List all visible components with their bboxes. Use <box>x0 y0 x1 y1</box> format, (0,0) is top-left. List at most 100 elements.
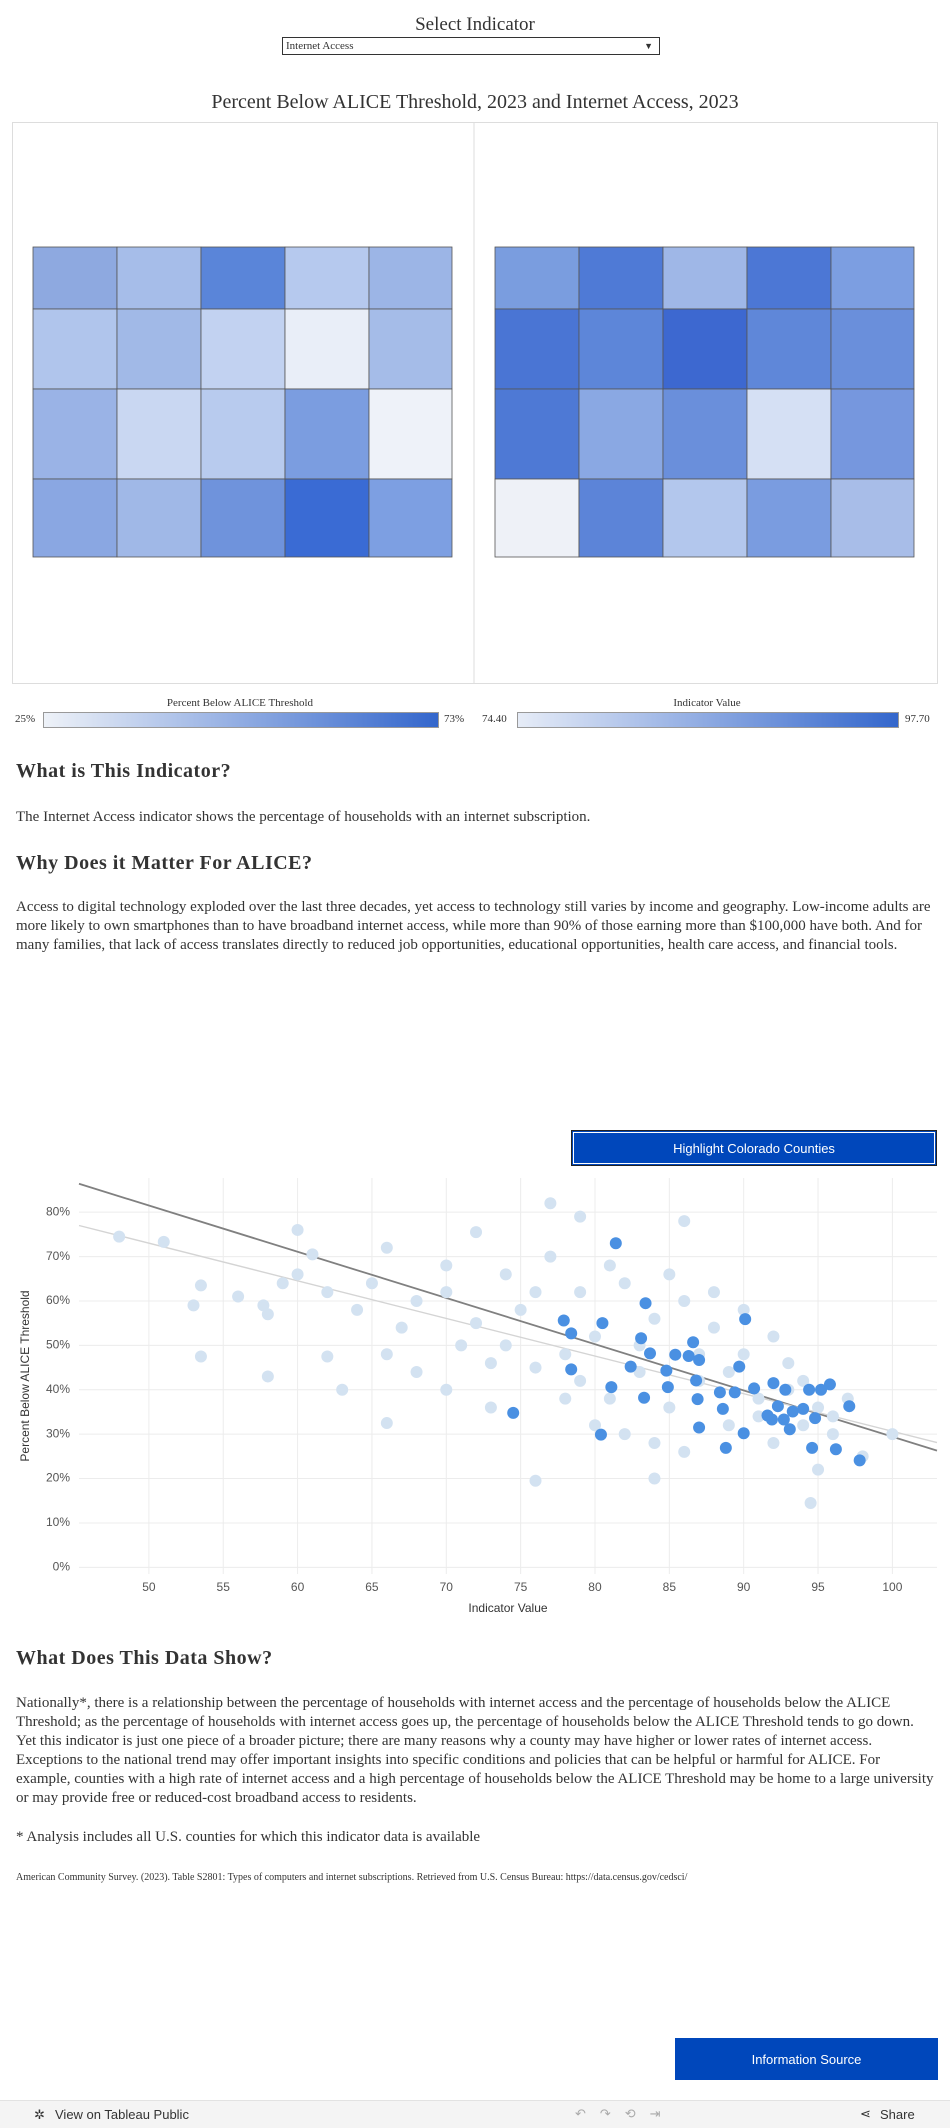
point <box>803 1383 816 1396</box>
point <box>648 1472 661 1485</box>
point <box>719 1441 732 1454</box>
y-tick-label: 0% <box>53 1560 71 1574</box>
point <box>395 1321 408 1334</box>
point <box>663 1401 676 1414</box>
point <box>321 1286 334 1299</box>
y-tick-label: 80% <box>46 1204 70 1218</box>
x-tick-label: 100 <box>882 1580 902 1594</box>
point <box>618 1428 631 1441</box>
point <box>812 1401 825 1414</box>
point <box>767 1377 780 1390</box>
point <box>380 1417 393 1430</box>
x-tick-label: 75 <box>514 1580 528 1594</box>
legend-min: 25% <box>15 713 36 725</box>
point <box>276 1277 289 1290</box>
legend-max: 73% <box>444 713 465 725</box>
legend-min: 74.40 <box>482 713 507 725</box>
point <box>565 1327 578 1340</box>
x-tick-label: 70 <box>440 1580 454 1594</box>
point <box>648 1437 661 1450</box>
point <box>633 1366 646 1379</box>
x-tick-label: 85 <box>663 1580 677 1594</box>
point <box>596 1317 609 1330</box>
point <box>797 1419 810 1432</box>
point <box>691 1393 704 1406</box>
view-link[interactable]: View on Tableau Public <box>55 2107 189 2122</box>
legend-max: 97.70 <box>905 713 930 725</box>
point <box>693 1421 706 1434</box>
point <box>737 1427 750 1440</box>
point <box>440 1286 453 1299</box>
point <box>336 1383 349 1396</box>
legend-gradient <box>517 712 899 728</box>
maps <box>12 122 938 684</box>
point <box>603 1259 616 1272</box>
point <box>529 1286 542 1299</box>
point <box>663 1268 676 1281</box>
legend-title: Percent Below ALICE Threshold <box>166 697 314 709</box>
point <box>574 1286 587 1299</box>
map-title: Percent Below ALICE Threshold, 2023 and … <box>211 91 739 113</box>
point <box>594 1428 607 1441</box>
dropdown[interactable]: Internet Access ▼ <box>282 37 660 55</box>
point <box>722 1366 735 1379</box>
share-link[interactable]: Share <box>880 2107 915 2122</box>
point <box>777 1413 790 1426</box>
point <box>544 1197 557 1210</box>
point <box>574 1374 587 1387</box>
y-tick-label: 10% <box>46 1515 70 1529</box>
point <box>678 1215 691 1228</box>
point <box>291 1268 304 1281</box>
highlight-button[interactable]: Highlight Colorado Counties <box>571 1130 937 1166</box>
point <box>194 1279 207 1292</box>
legend-gradient <box>43 712 439 728</box>
scatter-chart: 0% 10% 20% 30% 40% 50% 60% 70% 80% 50 55 60 65 70 75 80… <box>18 1178 938 1615</box>
legend-title: Indicator Value <box>673 697 741 709</box>
point <box>823 1378 836 1391</box>
point <box>812 1463 825 1476</box>
point <box>609 1237 622 1250</box>
point <box>635 1332 648 1345</box>
x-tick-label: 65 <box>365 1580 379 1594</box>
point <box>779 1383 792 1396</box>
point <box>470 1317 483 1330</box>
point <box>660 1364 673 1377</box>
point <box>605 1381 618 1394</box>
point <box>707 1321 720 1334</box>
point <box>752 1392 765 1405</box>
point <box>232 1290 245 1303</box>
point <box>559 1348 572 1361</box>
point <box>783 1423 796 1436</box>
point <box>351 1303 364 1316</box>
point <box>557 1314 570 1327</box>
point <box>765 1413 778 1426</box>
point <box>639 1297 652 1310</box>
point <box>321 1350 334 1363</box>
point <box>306 1248 319 1261</box>
point <box>843 1400 856 1413</box>
point <box>603 1392 616 1405</box>
y-tick-label: 60% <box>46 1293 70 1307</box>
point <box>678 1445 691 1458</box>
point <box>707 1286 720 1299</box>
point <box>455 1339 468 1352</box>
y-tick-label: 70% <box>46 1249 70 1263</box>
point <box>484 1357 497 1370</box>
point <box>559 1392 572 1405</box>
point <box>826 1428 839 1441</box>
y-tick-label: 20% <box>46 1471 70 1485</box>
x-axis-title: Indicator Value <box>468 1601 547 1615</box>
source: American Community Survey. (2023). Table… <box>16 1872 688 1883</box>
info-button[interactable]: Information Source <box>675 2038 938 2080</box>
point <box>722 1419 735 1432</box>
point <box>157 1235 170 1248</box>
section-heading: Why Does it Matter For ALICE? <box>16 852 313 874</box>
point <box>728 1386 741 1399</box>
point <box>786 1405 799 1418</box>
point <box>113 1230 126 1243</box>
share-icon: ⋖ <box>860 2106 871 2121</box>
point <box>690 1374 703 1387</box>
section-heading: What Does This Data Show? <box>16 1647 273 1669</box>
map-indicator <box>494 246 915 558</box>
point <box>797 1402 810 1415</box>
